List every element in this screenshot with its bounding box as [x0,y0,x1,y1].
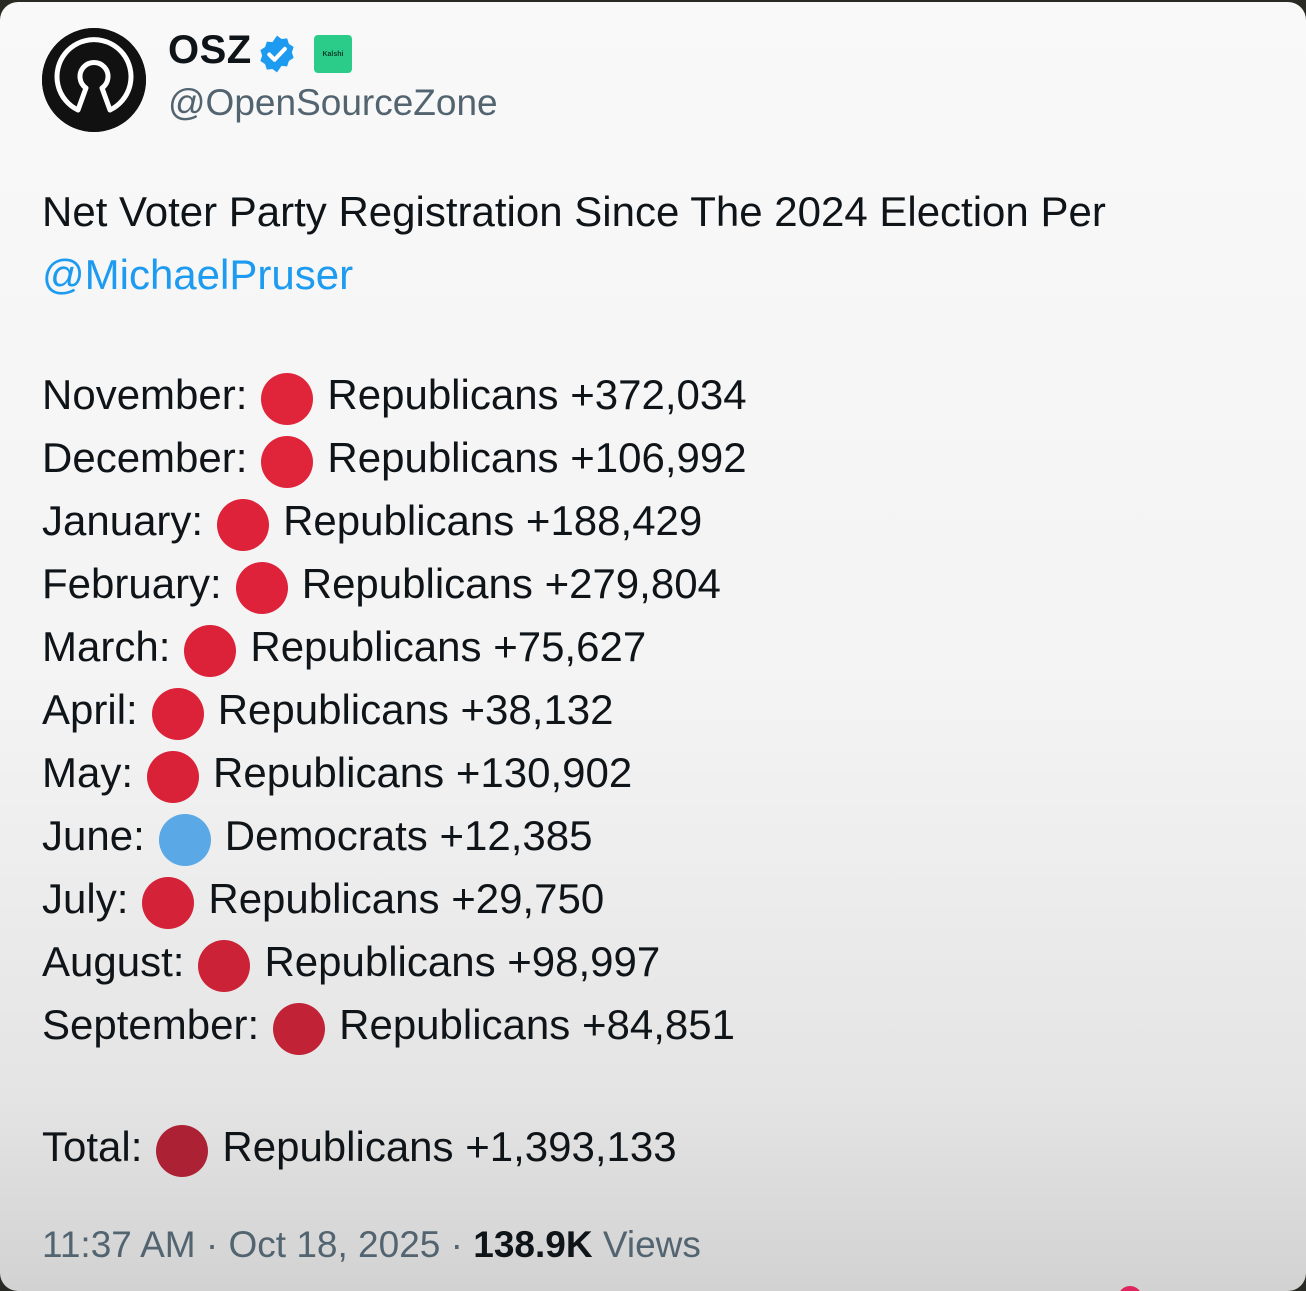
party-name: Republicans [208,875,440,922]
party-name: Republicans [327,371,559,418]
party-dot-icon [158,814,211,866]
registration-row: November: Republicans +372,034 [42,365,747,425]
tweet-time[interactable]: 11:37 AM [42,1224,196,1265]
spacer [428,812,440,860]
registration-row: August: Republicans +98,997 [42,932,660,992]
row-label: Total: [42,1123,143,1170]
tweet-timestamp: 11:37 AM · Oct 18, 2025 · 138.9K Views [42,1224,701,1266]
registration-value: +188,429 [525,497,703,544]
registration-value: +106,992 [570,434,747,481]
party-dot-icon [151,688,204,740]
row-label: September: [42,1001,260,1048]
registration-row: April: Republicans +38,132 [42,680,614,740]
party-name: Democrats [224,812,428,859]
spacer [559,371,571,419]
row-label: July: [42,875,129,922]
registration-row: March: Republicans +75,627 [42,617,646,677]
registration-row: January: Republicans +188,429 [42,491,702,551]
registration-value: +1,393,133 [465,1123,677,1170]
row-label: May: [42,749,134,796]
spacer [454,1123,466,1171]
party-dot-icon [142,877,195,929]
party-name: Republicans [222,1123,454,1170]
party-name: Republicans [327,434,559,481]
spacer [496,938,508,986]
party-name: Republicans [213,749,445,796]
party-name: Republicans [339,1001,571,1048]
verified-badge-icon[interactable] [256,33,298,75]
spacer [482,623,494,671]
party-dot-icon [235,562,288,614]
tweet-intro: Net Voter Party Registration Since The 2… [42,188,1106,235]
party-name: Republicans [250,623,482,670]
separator: · [205,1224,219,1265]
registration-value: +279,804 [544,560,721,607]
row-label: February: [42,560,222,607]
party-name: Republicans [283,497,515,544]
row-label: April: [42,686,138,733]
tweet-intro-text: Net Voter Party Registration Since The 2… [42,180,1106,306]
registration-row: September: Republicans +84,851 [42,995,735,1055]
affiliate-badge-text: Kalshi [322,50,344,58]
spacer [449,686,461,734]
registration-value: +75,627 [493,623,647,670]
row-label: January: [42,497,204,544]
row-label: June: [42,812,145,859]
party-dot-icon [156,1125,209,1177]
registration-value: +98,997 [507,938,661,985]
party-dot-icon [261,373,314,425]
affiliate-badge[interactable]: Kalshi [314,35,352,73]
party-name: Republicans [301,560,533,607]
views-label: Views [602,1224,701,1265]
spacer [533,560,545,608]
registration-row: February: Republicans +279,804 [42,554,721,614]
party-dot-icon [217,499,270,551]
row-label: December: [42,434,248,481]
avatar[interactable] [42,28,146,132]
registration-value: +372,034 [570,371,747,418]
registration-row: June: Democrats +12,385 [42,806,592,866]
registration-row: December: Republicans +106,992 [42,428,747,488]
total-row: Total: Republicans +1,393,133 [42,1117,677,1177]
registration-row: July: Republicans +29,750 [42,869,604,929]
display-name[interactable]: OSZ [168,28,252,72]
row-label: March: [42,623,171,670]
registration-row: May: Republicans +130,902 [42,743,632,803]
views-count: 138.9K [473,1224,593,1265]
open-source-logo-icon [42,28,146,132]
registration-value: +130,902 [455,749,633,796]
separator: · [450,1224,463,1265]
mention-link[interactable]: @MichaelPruser [42,251,354,298]
spacer [514,497,526,545]
tweet-date[interactable]: Oct 18, 2025 [228,1224,441,1265]
registration-value: +38,132 [460,686,614,733]
party-dot-icon [261,436,314,488]
row-label: August: [42,938,185,985]
party-dot-icon [184,625,237,677]
notification-dot [1118,1286,1142,1291]
party-dot-icon [147,751,200,803]
spacer [559,434,571,482]
party-dot-icon [273,1003,326,1055]
spacer [440,875,452,923]
spacer [444,749,456,797]
row-label: November: [42,371,248,418]
registration-value: +29,750 [451,875,605,922]
registration-value: +84,851 [581,1001,735,1048]
user-handle[interactable]: @OpenSourceZone [168,82,498,123]
party-name: Republicans [217,686,449,733]
party-name: Republicans [264,938,496,985]
registration-value: +12,385 [439,812,593,859]
spacer [570,1001,582,1049]
party-dot-icon [198,940,251,992]
